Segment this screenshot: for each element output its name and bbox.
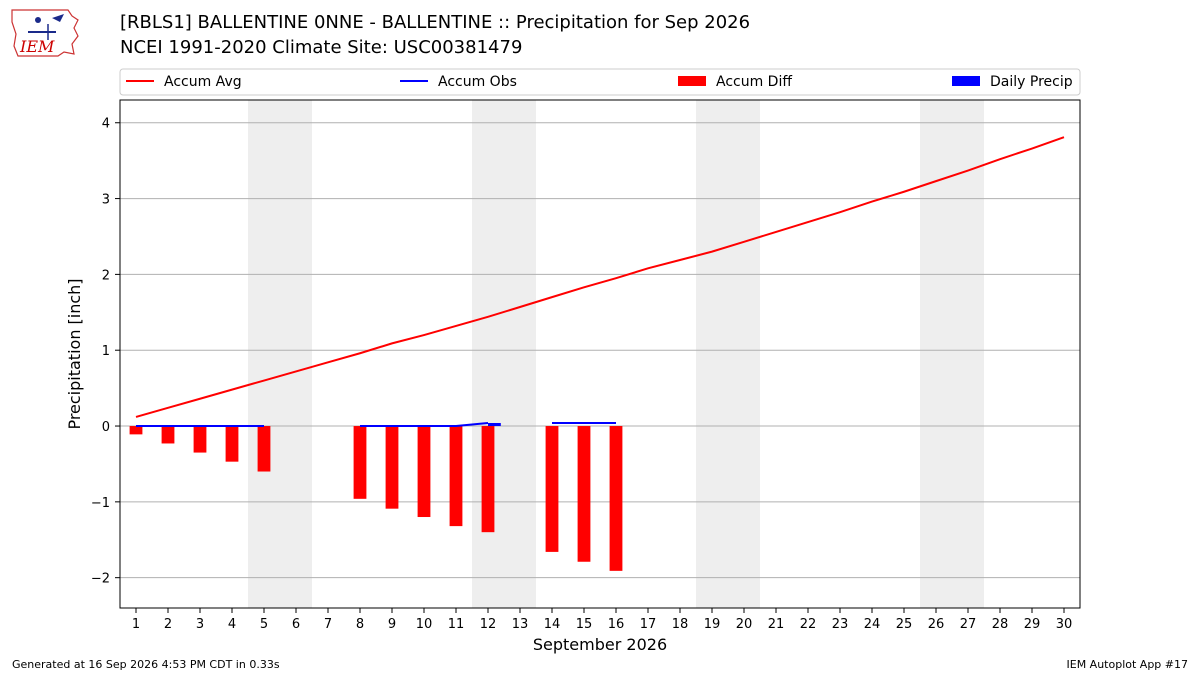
weekend-band-20 [728, 100, 760, 608]
accum-obs-line-1 [360, 422, 489, 428]
x-axis-label: September 2026 [533, 635, 667, 654]
x-tick-label: 3 [196, 617, 204, 632]
legend-swatch-daily-precip [952, 76, 980, 86]
accum-diff-bar-1 [129, 426, 143, 435]
legend-label-daily-precip: Daily Precip [990, 74, 1073, 90]
x-tick-label: 10 [416, 617, 433, 632]
y-tick-label: 3 [102, 193, 110, 208]
x-tick-label: 20 [736, 617, 753, 632]
x-tick-label: 4 [228, 617, 236, 632]
x-tick-label: 30 [1056, 617, 1073, 632]
x-tick-label: 9 [388, 617, 396, 632]
y-tick-label: −1 [91, 496, 110, 511]
weekend-band-13 [504, 100, 536, 608]
x-tick-label: 12 [480, 617, 497, 632]
x-tick-label: 17 [640, 617, 657, 632]
series-lines [135, 136, 1065, 428]
accum-diff-bar-10 [417, 426, 431, 518]
app-label: IEM Autoplot App #17 [1066, 658, 1189, 671]
chart-title: [RBLS1] BALLENTINE 0NNE - BALLENTINE :: … [120, 12, 751, 33]
chart-subtitle: NCEI 1991-2020 Climate Site: USC00381479 [120, 37, 523, 58]
x-tick-label: 15 [576, 617, 593, 632]
accum-avg-line [135, 136, 1065, 418]
weekend-band-19 [696, 100, 728, 608]
x-tick-label: 1 [132, 617, 140, 632]
x-tick-label: 29 [1024, 617, 1041, 632]
accum-diff-bar-4 [225, 426, 239, 462]
accum-diff-bar-12 [481, 426, 495, 533]
x-tick-label: 13 [512, 617, 529, 632]
accum-diff-bar-9 [385, 426, 399, 509]
legend: Accum Avg Accum Obs Accum Diff Daily Precip [119, 68, 1081, 96]
x-tick-label: 2 [164, 617, 172, 632]
x-tick-label: 19 [704, 617, 721, 632]
accum-diff-bar-8 [353, 426, 367, 499]
weekend-band-27 [952, 100, 984, 608]
iem-logo: IEM [8, 6, 84, 64]
plot-frame [119, 99, 1081, 609]
accum-diff-bar-11 [449, 426, 463, 527]
accum-diff-bar-16 [609, 426, 623, 571]
accum-diff-bar-2 [161, 426, 175, 444]
y-axis: −2 −1 0 1 2 3 4 [91, 117, 120, 587]
x-tick-label: 25 [896, 617, 913, 632]
accum-diff-bar-5 [257, 426, 271, 472]
x-tick-label: 14 [544, 617, 561, 632]
x-tick-label: 5 [260, 617, 268, 632]
accum-diff-bar-14 [545, 426, 559, 552]
y-tick-label: 0 [102, 420, 110, 435]
weekend-band-5 [248, 100, 280, 608]
x-tick-label: 18 [672, 617, 689, 632]
x-axis: 1 2 3 4 5 6 7 8 9 10 11 12 13 14 15 16 17 18 19 20 21 22 23 24 2… [132, 608, 1072, 632]
x-tick-label: 22 [800, 617, 817, 632]
daily-precip-bar-12 [488, 422, 501, 427]
legend-label-accum-obs: Accum Obs [438, 74, 517, 90]
weekend-band-6 [280, 100, 312, 608]
legend-box [119, 68, 1081, 96]
accum-diff-bars [129, 422, 623, 571]
y-tick-label: 2 [102, 268, 110, 283]
y-tick-label: 4 [102, 117, 110, 132]
y-axis-label: Precipitation [inch] [65, 278, 84, 429]
x-tick-label: 26 [928, 617, 945, 632]
logo-text: IEM [19, 37, 55, 56]
x-tick-label: 27 [960, 617, 977, 632]
legend-label-accum-avg: Accum Avg [164, 74, 242, 90]
x-tick-label: 28 [992, 617, 1009, 632]
x-tick-label: 6 [292, 617, 300, 632]
accum-diff-bar-3 [193, 426, 207, 453]
grid-lines [120, 122, 1080, 579]
x-tick-label: 11 [448, 617, 465, 632]
x-tick-label: 7 [324, 617, 332, 632]
x-tick-label: 21 [768, 617, 785, 632]
generated-timestamp: Generated at 16 Sep 2026 4:53 PM CDT in … [12, 658, 280, 671]
y-tick-label: 1 [102, 344, 110, 359]
x-tick-label: 8 [356, 617, 364, 632]
accum-diff-bar-15 [577, 426, 591, 562]
x-tick-label: 16 [608, 617, 625, 632]
x-tick-label: 24 [864, 617, 881, 632]
legend-label-accum-diff: Accum Diff [716, 74, 792, 90]
weekend-band-26 [920, 100, 952, 608]
x-tick-label: 23 [832, 617, 849, 632]
legend-swatch-accum-diff [678, 76, 706, 86]
y-tick-label: −2 [91, 572, 110, 587]
